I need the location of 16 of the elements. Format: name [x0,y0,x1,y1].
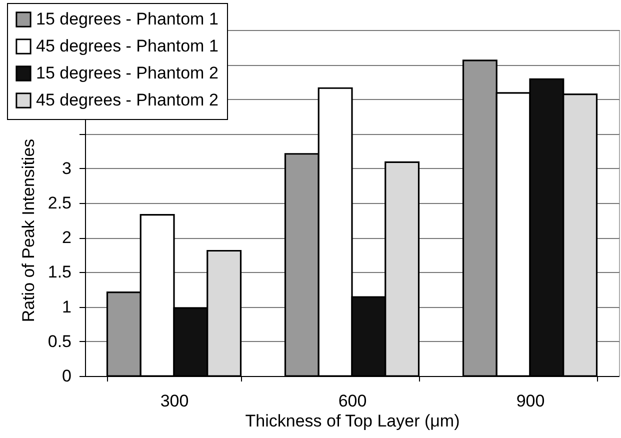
legend-label: 15 degrees - Phantom 1 [36,10,218,28]
y-axis-title: Ratio of Peak Intensities [18,138,38,322]
legend-label: 45 degrees - Phantom 2 [36,90,218,110]
y-tick-label: 2.5 [48,194,72,212]
y-tick-label: 1.5 [48,262,72,282]
y-tick-label: 3 [62,158,72,178]
legend-label: 45 degrees - Phantom 1 [36,36,218,56]
legend-label: 15 degrees - Phantom 2 [36,64,218,82]
x-axis-title: Thickness of Top Layer (μm) [245,412,460,430]
x-tick-label: 600 [338,392,367,410]
x-tick-label: 300 [160,392,189,410]
y-tick-label: 0.5 [48,332,72,351]
x-tick-label: 900 [516,392,545,410]
y-tick-label: 1 [62,297,72,316]
y-tick-label: 2 [62,228,72,248]
y-tick-label: 0 [62,366,72,386]
